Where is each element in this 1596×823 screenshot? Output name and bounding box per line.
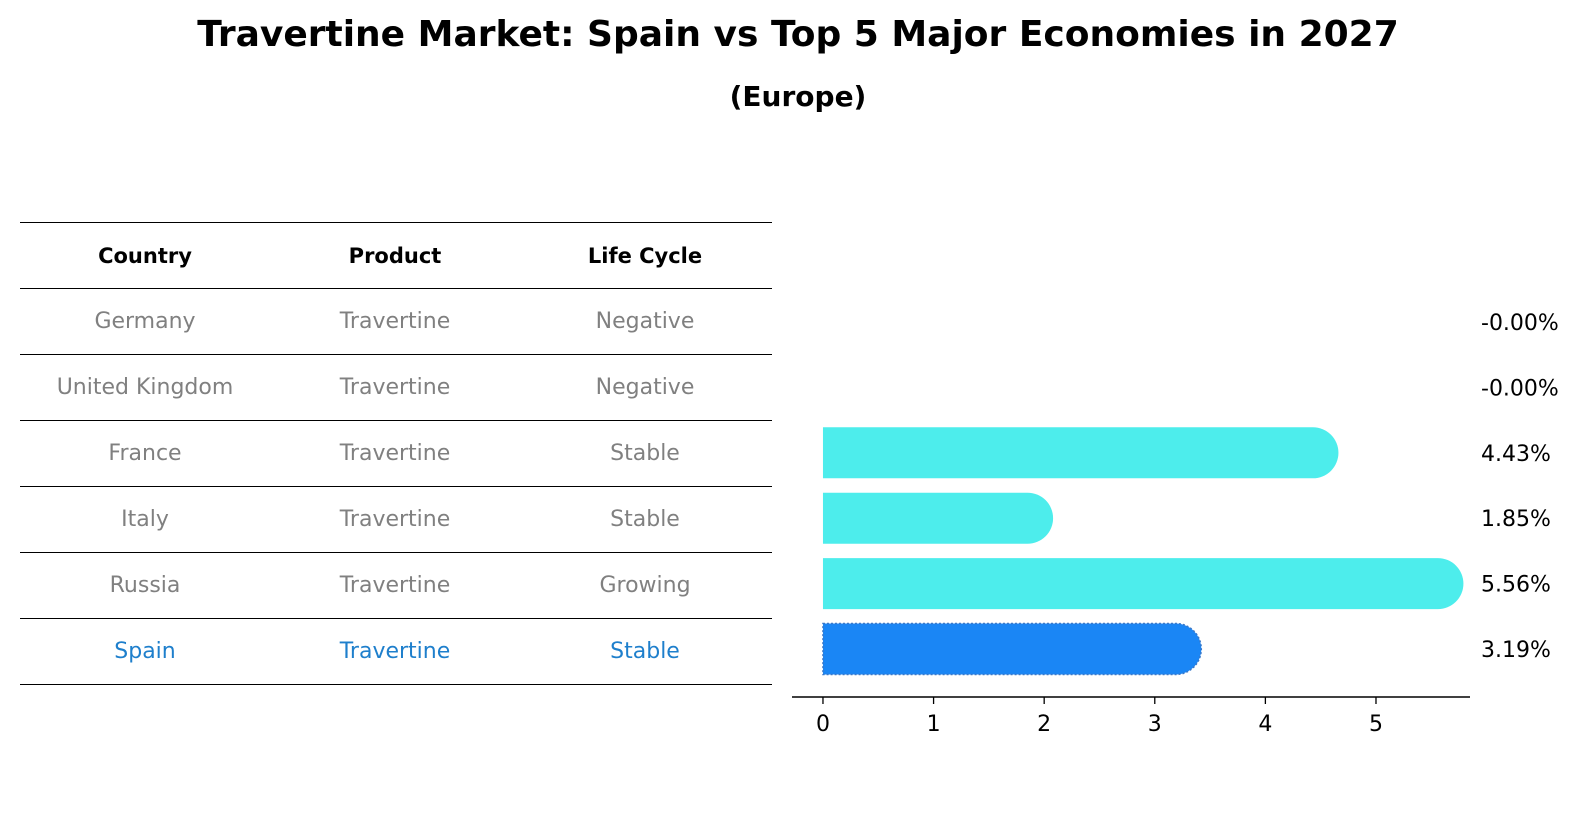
cell-country: United Kingdom bbox=[56, 375, 234, 400]
x-tick-label: 4 bbox=[1258, 712, 1272, 737]
bar-france bbox=[822, 427, 1339, 479]
header-country: Country bbox=[98, 243, 192, 268]
value-label-united-kingdom: -0.00% bbox=[1481, 376, 1559, 401]
cell-product: Travertine bbox=[339, 375, 451, 400]
cell-country: Spain bbox=[114, 639, 176, 664]
cell-life-cycle: Negative bbox=[595, 309, 695, 334]
value-label-italy: 1.85% bbox=[1481, 507, 1551, 532]
cell-product: Travertine bbox=[339, 309, 451, 334]
value-label-germany: -0.00% bbox=[1481, 311, 1559, 336]
table-row: Russia Travertine Growing bbox=[20, 552, 772, 618]
life-cycle-table: Country Product Life Cycle Germany Trave… bbox=[20, 222, 772, 685]
bar-spain bbox=[822, 622, 1203, 676]
cell-country: France bbox=[108, 441, 182, 466]
value-labels-layer: -0.00% -0.00% 4.43% 1.85% 5.56% 3.19% bbox=[1481, 311, 1559, 663]
bar-russia bbox=[822, 558, 1464, 610]
cell-product: Travertine bbox=[339, 639, 451, 664]
cell-product: Travertine bbox=[339, 441, 451, 466]
x-tick-label: 0 bbox=[816, 712, 830, 737]
chart-title: Travertine Market: Spain vs Top 5 Major … bbox=[197, 14, 1399, 55]
table-row: Italy Travertine Stable bbox=[20, 486, 772, 552]
cell-country: Italy bbox=[121, 507, 169, 532]
header-product: Product bbox=[348, 243, 442, 268]
x-tick-label: 1 bbox=[927, 712, 941, 737]
chart-subtitle: (Europe) bbox=[729, 80, 867, 113]
cell-life-cycle: Stable bbox=[610, 639, 680, 664]
cell-life-cycle: Stable bbox=[610, 441, 680, 466]
x-ticks-layer: 0 1 2 3 4 5 bbox=[816, 697, 1383, 737]
cell-life-cycle: Negative bbox=[595, 375, 695, 400]
value-label-spain: 3.19% bbox=[1481, 638, 1551, 663]
header-life-cycle: Life Cycle bbox=[587, 243, 703, 268]
table-row: France Travertine Stable bbox=[20, 420, 772, 486]
x-tick-label: 5 bbox=[1369, 712, 1383, 737]
table-header-row: Country Product Life Cycle bbox=[20, 222, 772, 288]
cell-country: Russia bbox=[109, 573, 181, 598]
table-row: Germany Travertine Negative bbox=[20, 288, 772, 354]
x-tick-label: 2 bbox=[1037, 712, 1051, 737]
bar-italy bbox=[822, 492, 1054, 544]
bars-layer bbox=[822, 427, 1464, 676]
cell-life-cycle: Growing bbox=[599, 573, 691, 598]
cell-country: Germany bbox=[94, 309, 196, 334]
table-row: United Kingdom Travertine Negative bbox=[20, 354, 772, 420]
value-label-russia: 5.56% bbox=[1481, 573, 1551, 598]
cell-product: Travertine bbox=[339, 507, 451, 532]
table-row-highlight: Spain Travertine Stable bbox=[20, 618, 772, 685]
value-label-france: 4.43% bbox=[1481, 442, 1551, 467]
cell-life-cycle: Stable bbox=[610, 507, 680, 532]
cell-product: Travertine bbox=[339, 573, 451, 598]
x-tick-label: 3 bbox=[1148, 712, 1162, 737]
